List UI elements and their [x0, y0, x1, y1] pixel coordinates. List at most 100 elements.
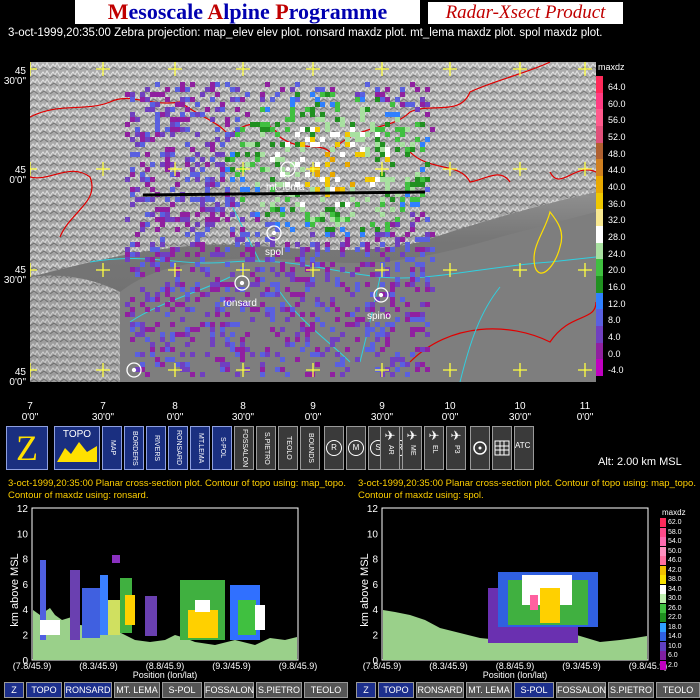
echo-pixel: [140, 322, 145, 327]
teolo-button[interactable]: TEOLO: [278, 426, 298, 470]
rivers-button[interactable]: RIVERS: [146, 426, 166, 470]
echo-pixel: [245, 332, 250, 337]
x-tick-label: (8.8/45.9): [146, 661, 185, 671]
echo-pixel: [220, 357, 225, 362]
echo-pixel: [405, 187, 410, 192]
echo-pixel: [420, 362, 425, 367]
echo-pixel: [280, 267, 285, 272]
echo-pixel: [300, 297, 305, 302]
echo-pixel: [390, 197, 395, 202]
xsect-layer-button[interactable]: FOSSALON: [204, 682, 254, 698]
echo-pixel: [255, 157, 260, 162]
ring-button[interactable]: [470, 426, 490, 470]
echo-pixel: [235, 352, 240, 357]
echo-pixel: [340, 117, 345, 122]
echo-pixel: [290, 292, 295, 297]
radar-map[interactable]: mt_lema spol ronsard spino bric: [23, 61, 597, 395]
echo-pixel: [195, 102, 200, 107]
echo-pixel: [255, 282, 260, 287]
echo-pixel: [265, 287, 270, 292]
xsect-layer-button[interactable]: S.PIETRO: [256, 682, 302, 698]
ronsard-button[interactable]: RONSARD: [168, 426, 188, 470]
aircraft-button[interactable]: ✈ AR: [380, 426, 400, 470]
xsect-layer-button[interactable]: S-POL: [514, 682, 554, 698]
xsect-layer-button[interactable]: TEOLO: [656, 682, 700, 698]
colorbar-tick: 8.0: [608, 315, 621, 326]
echo-pixel: [230, 232, 235, 237]
xsect-layer-button[interactable]: Z: [356, 682, 376, 698]
xsect-layer-button[interactable]: TOPO: [378, 682, 414, 698]
mt-lema-button[interactable]: MT.LEMA: [190, 426, 210, 470]
echo-pixel: [200, 322, 205, 327]
atc-button[interactable]: ATC: [514, 426, 534, 470]
echo-pixel: [315, 347, 320, 352]
echo-pixel: [245, 247, 250, 252]
echo-pixel: [215, 127, 220, 132]
xsect-layer-button[interactable]: RONSARD: [64, 682, 112, 698]
colorbar-cell: [596, 309, 603, 327]
echo-pixel: [345, 162, 350, 167]
echo-pixel: [380, 127, 385, 132]
echo-pixel: [275, 282, 280, 287]
echo-pixel: [210, 157, 215, 162]
echo-pixel: [340, 332, 345, 337]
echo-pixel: [320, 197, 325, 202]
zebra-button[interactable]: Z: [6, 426, 48, 470]
echo-pixel: [385, 232, 390, 237]
radar-circle-button[interactable]: M: [346, 426, 366, 470]
echo-pixel: [425, 302, 430, 307]
echo-pixel: [300, 277, 305, 282]
xsect-layer-button[interactable]: MT. LEMA: [466, 682, 512, 698]
xsect-layer-button[interactable]: RONSARD: [416, 682, 464, 698]
xsect-layer-button[interactable]: Z: [4, 682, 24, 698]
y-tick-label: 4: [22, 605, 28, 616]
map-button[interactable]: MAP: [102, 426, 122, 470]
grid-button[interactable]: [492, 426, 512, 470]
echo-pixel: [380, 152, 385, 157]
left-cross-section[interactable]: km above MSL 12 10 8 6 4 2 0 Position (lon/lat…: [0, 500, 350, 680]
xsect-layer-button[interactable]: S.PIETRO: [608, 682, 654, 698]
xsect-layer-button[interactable]: S-POL: [162, 682, 202, 698]
echo-pixel: [380, 177, 385, 182]
echo-pixel: [170, 247, 175, 252]
echo-pixel: [145, 257, 150, 262]
bounds-button[interactable]: BOUNDS: [300, 426, 320, 470]
echo-pixel: [185, 307, 190, 312]
echo-pixel: [165, 127, 170, 132]
borders-button[interactable]: BORDERS: [124, 426, 144, 470]
echo-pixel: [160, 362, 165, 367]
s-pol-button[interactable]: S-POL: [212, 426, 232, 470]
xsect-layer-button[interactable]: FOSSALON: [556, 682, 606, 698]
echo-pixel: [285, 182, 290, 187]
topo-button[interactable]: TOPO: [54, 426, 100, 470]
echo-pixel: [270, 267, 275, 272]
echo-pixel: [290, 272, 295, 277]
s-pietro-button[interactable]: S.PIETRO: [256, 426, 276, 470]
echo-pixel: [365, 177, 370, 182]
colorbar-cell: [596, 342, 603, 360]
echo-pixel: [125, 247, 130, 252]
echo-pixel: [420, 327, 425, 332]
echo-pixel: [315, 142, 320, 147]
echo-pixel: [315, 127, 320, 132]
aircraft-button[interactable]: ✈ ME: [402, 426, 422, 470]
echo-pixel: [405, 317, 410, 322]
echo-pixel: [225, 122, 230, 127]
xsect-layer-button[interactable]: MT. LEMA: [114, 682, 160, 698]
right-ylabel: km above MSL: [359, 553, 371, 626]
echo-pixel: [415, 107, 420, 112]
xsect-layer-button[interactable]: TOPO: [26, 682, 62, 698]
echo-pixel: [185, 117, 190, 122]
radar-circle-button[interactable]: R: [324, 426, 344, 470]
echo-pixel: [205, 107, 210, 112]
fossalon-button[interactable]: FOSSALON: [234, 426, 254, 470]
echo-pixel: [215, 217, 220, 222]
aircraft-button[interactable]: ✈ EL: [424, 426, 444, 470]
right-cross-section[interactable]: km above MSL 12 10 8 6 4 2 0 Position (lon/lat…: [350, 500, 700, 680]
echo-pixel: [305, 337, 310, 342]
echo-pixel: [350, 272, 355, 277]
xsect-layer-button[interactable]: TEOLO: [304, 682, 348, 698]
aircraft-button[interactable]: ✈ P3: [446, 426, 466, 470]
echo-pixel: [390, 177, 395, 182]
lon-label: 8 0'0": [166, 401, 184, 423]
